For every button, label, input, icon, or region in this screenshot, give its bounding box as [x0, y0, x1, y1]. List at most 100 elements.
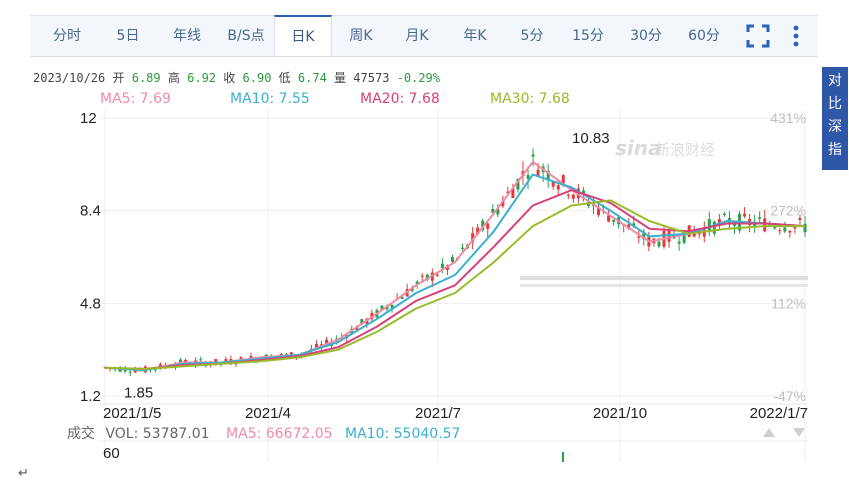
candle-body	[768, 224, 772, 226]
candle-body	[370, 312, 374, 320]
candle-body	[576, 188, 580, 199]
candle-body	[687, 225, 691, 237]
candle-body	[294, 356, 298, 358]
low-annotation: 1.85	[124, 384, 153, 401]
x-axis: 2021/1/5 2021/4 2021/7 2021/10 2022/1/7	[103, 405, 808, 422]
candle-body	[667, 230, 671, 242]
compare-char-1: 对	[828, 73, 842, 89]
candle-body	[597, 207, 601, 216]
vol-value: VOL: 53787.01	[105, 426, 210, 442]
vol-ma5: MA5: 66672.05	[226, 426, 333, 442]
candle-body	[546, 170, 550, 181]
y-axis: 12 8.4 4.8 1.2	[80, 110, 101, 405]
candle-body	[360, 319, 364, 324]
high-label: 高	[167, 71, 180, 85]
candle-body	[712, 221, 716, 234]
candle-body	[254, 358, 258, 362]
candle-body	[350, 328, 354, 334]
candle-body	[536, 169, 540, 176]
candle-body	[566, 194, 570, 196]
ma-line-ma5	[104, 160, 806, 372]
tab-5day[interactable]: 5日	[116, 28, 140, 44]
tab-30min[interactable]: 30分	[630, 28, 662, 44]
candle-body	[234, 363, 238, 365]
candle-body	[748, 218, 752, 226]
candle-body	[657, 241, 661, 247]
candle-body	[551, 181, 555, 187]
x-tick-label: 2021/7	[415, 405, 461, 422]
candle-body	[133, 370, 137, 373]
candle-body	[491, 209, 495, 213]
candle-body	[798, 217, 802, 220]
x-tick-label: 2021/4	[245, 405, 291, 422]
tab-monthly-k[interactable]: 月K	[405, 28, 429, 44]
candle-body	[511, 188, 515, 198]
y-tick-label: 4.8	[80, 295, 101, 312]
candle-body	[335, 338, 339, 342]
ma30-legend: MA30: 7.68	[490, 91, 570, 107]
tab-60min[interactable]: 60分	[688, 28, 720, 44]
candle-body	[727, 218, 731, 225]
ma20-legend: MA20: 7.68	[360, 91, 440, 107]
tab-weekly-k[interactable]: 周K	[349, 28, 373, 44]
tab-yearly-k[interactable]: 年K	[463, 28, 487, 44]
candle-body	[153, 369, 157, 371]
candle-body	[445, 265, 449, 270]
corner-mark: ↵	[18, 466, 29, 481]
candle-body	[561, 175, 565, 184]
candle-body	[461, 247, 465, 249]
candle-body	[682, 232, 686, 243]
candle-body	[143, 366, 147, 373]
pct-tick-label: 272%	[770, 203, 806, 219]
fullscreen-icon[interactable]	[746, 24, 770, 52]
candle-body	[672, 234, 676, 239]
tab-bs-point[interactable]: B/S点	[227, 28, 265, 44]
candle-body	[330, 342, 334, 346]
tab-15min[interactable]: 15分	[572, 28, 604, 44]
watermark: sina 新浪财经	[615, 136, 715, 160]
candle-body	[425, 274, 429, 280]
ma-line-ma30	[104, 199, 805, 370]
vol-ma10: MA10: 55040.57	[345, 426, 461, 442]
compare-shenzhen-button[interactable]: 对 比 深 指	[822, 67, 848, 170]
x-tick-label: 2021/10	[593, 405, 647, 422]
candle-body	[717, 219, 721, 224]
candle-body	[304, 351, 308, 353]
candle-body	[385, 306, 389, 310]
chart-annotations: 10.83 1.85	[124, 130, 610, 401]
candle-body	[355, 326, 359, 331]
y-tick-label: 8.4	[80, 203, 101, 220]
quote-date: 2023/10/26	[33, 71, 106, 85]
candle-body	[415, 281, 419, 285]
candle-body	[556, 185, 560, 190]
tab-5min[interactable]: 5分	[520, 28, 544, 44]
tab-timeshare[interactable]: 分时	[53, 28, 81, 44]
candle-body	[773, 226, 777, 229]
candle-body	[622, 223, 626, 226]
candle-body	[365, 318, 369, 324]
quote-info-line: 2023/10/26 开 6.89 高 6.92 收 6.90 低 6.74 量…	[33, 69, 440, 86]
candle-body	[179, 359, 183, 365]
tab-year-line[interactable]: 年线	[173, 28, 201, 44]
more-menu-icon[interactable]	[790, 24, 802, 52]
candle-body	[763, 218, 767, 232]
candle-body	[481, 220, 485, 230]
candle-body	[239, 357, 243, 359]
tab-daily-k[interactable]: 日K	[274, 15, 332, 56]
candle-body	[229, 359, 233, 365]
candle-body	[189, 364, 193, 366]
candle-body	[113, 367, 117, 369]
candle-body	[138, 369, 142, 371]
chart-grid	[100, 110, 808, 462]
candle-body	[586, 201, 590, 206]
volume-bar	[562, 452, 564, 462]
candle-body	[108, 367, 112, 369]
candle-body	[148, 368, 152, 371]
ma10-legend: MA10: 7.55	[230, 91, 310, 107]
candle-body	[506, 191, 510, 194]
y-tick-label: 12	[80, 110, 97, 127]
candle-body	[607, 215, 611, 222]
pct-tick-label: -47%	[773, 388, 806, 404]
period-tab-bar: 分时 5日 年线 B/S点 日K 周K 月K 年K 5分 15分 30分 60分	[30, 15, 818, 57]
watermark-text: 新浪财经	[655, 141, 715, 159]
